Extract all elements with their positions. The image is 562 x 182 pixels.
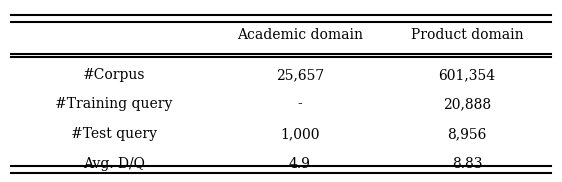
Text: Avg. D/Q: Avg. D/Q (83, 157, 144, 171)
Text: 8.83: 8.83 (452, 157, 482, 171)
Text: #Corpus: #Corpus (83, 68, 145, 82)
Text: 601,354: 601,354 (438, 68, 496, 82)
Text: 25,657: 25,657 (276, 68, 324, 82)
Text: Academic domain: Academic domain (237, 28, 363, 42)
Text: #Test query: #Test query (71, 127, 157, 141)
Text: #Training query: #Training query (55, 97, 173, 111)
Text: 1,000: 1,000 (280, 127, 320, 141)
Text: -: - (297, 97, 302, 111)
Text: 8,956: 8,956 (447, 127, 487, 141)
Text: Product domain: Product domain (411, 28, 523, 42)
Text: 20,888: 20,888 (443, 97, 491, 111)
Text: 4.9: 4.9 (289, 157, 311, 171)
